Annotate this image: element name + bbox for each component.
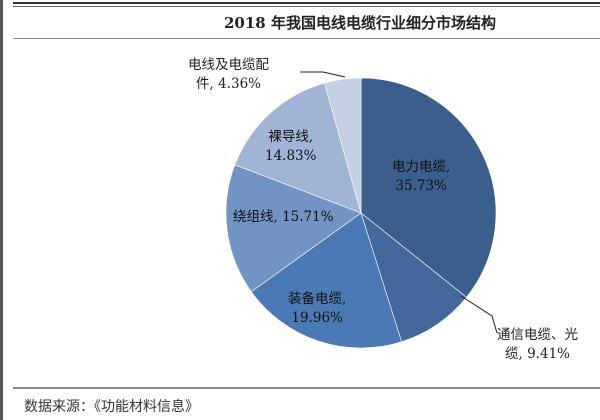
slice-label-winding-wire: 绕组线, 15.71% — [233, 208, 334, 227]
slice-label-equipment-cable: 装备电缆, 19.96% — [288, 290, 346, 328]
label-value: 35.73% — [395, 178, 447, 194]
slice-label-accessories: 电线及电缆配 件, 4.36% — [188, 56, 269, 94]
left-border — [0, 0, 3, 420]
top-rule-thin — [13, 6, 600, 7]
source-divider — [13, 387, 600, 389]
title-divider — [13, 38, 600, 39]
label-line: 电力电缆, — [392, 159, 451, 175]
leader-line-accessories — [300, 71, 346, 78]
pie-slice-0 — [360, 77, 497, 298]
label-line: 装备电缆, — [288, 291, 347, 307]
label-line: 电线及电缆配 — [188, 57, 269, 73]
pie-slice-2 — [250, 212, 402, 349]
label-line: 绕组线, 15.71% — [233, 209, 334, 225]
data-source: 数据来源：《功能材料信息》 — [24, 399, 199, 415]
label-line: 通信电缆、光 — [497, 327, 578, 343]
label-value: 缆, 9.41% — [505, 346, 570, 362]
pie-slice-5 — [324, 77, 362, 214]
pie-slice-3 — [225, 164, 362, 293]
label-line: 裸导线, — [268, 129, 314, 145]
slice-label-power-cable: 电力电缆, 35.73% — [392, 158, 450, 196]
chart-title: 2018 年我国电线电缆行业细分市场结构 — [224, 14, 496, 32]
label-value: 19.96% — [291, 310, 343, 326]
slice-label-bare-wire: 裸导线, 14.83% — [265, 128, 316, 166]
pie-slice-4 — [234, 82, 362, 214]
top-rule — [13, 2, 600, 4]
leader-line-communication — [460, 295, 498, 334]
label-value: 14.83% — [265, 148, 317, 164]
label-value: 件, 4.36% — [196, 76, 261, 92]
slice-label-communication-cable: 通信电缆、光 缆, 9.41% — [497, 326, 578, 364]
